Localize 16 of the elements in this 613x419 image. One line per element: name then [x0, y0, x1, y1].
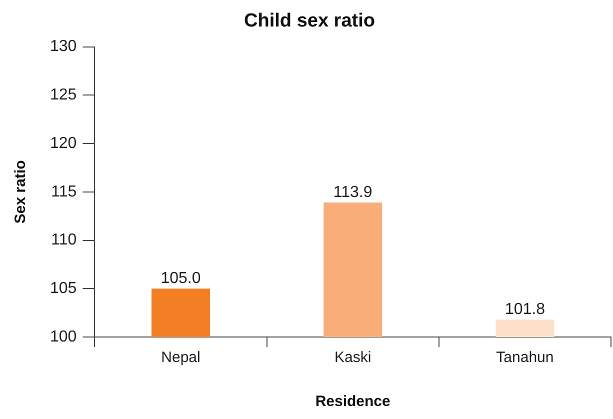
chart-title: Child sex ratio [244, 10, 375, 32]
y-tick-label: 115 [51, 183, 77, 200]
y-tick-label: 125 [50, 86, 77, 104]
y-axis-title: Sex ratio [12, 160, 30, 224]
y-tick-label: 110 [51, 232, 77, 249]
x-tick-label: Tanahun [496, 349, 554, 366]
x-tick-label: Nepal [161, 349, 200, 366]
x-axis-title: Residence [315, 393, 390, 410]
y-tick-label: 120 [50, 134, 77, 152]
data-label: 105.0 [160, 270, 201, 288]
x-tick-label: Kaski [334, 349, 372, 366]
y-tick-label: 130 [50, 38, 77, 56]
data-label: 113.9 [333, 184, 372, 201]
y-tick-label: 105 [50, 280, 77, 298]
data-label: 101.8 [504, 300, 546, 318]
y-tick-label: 100 [50, 328, 77, 346]
